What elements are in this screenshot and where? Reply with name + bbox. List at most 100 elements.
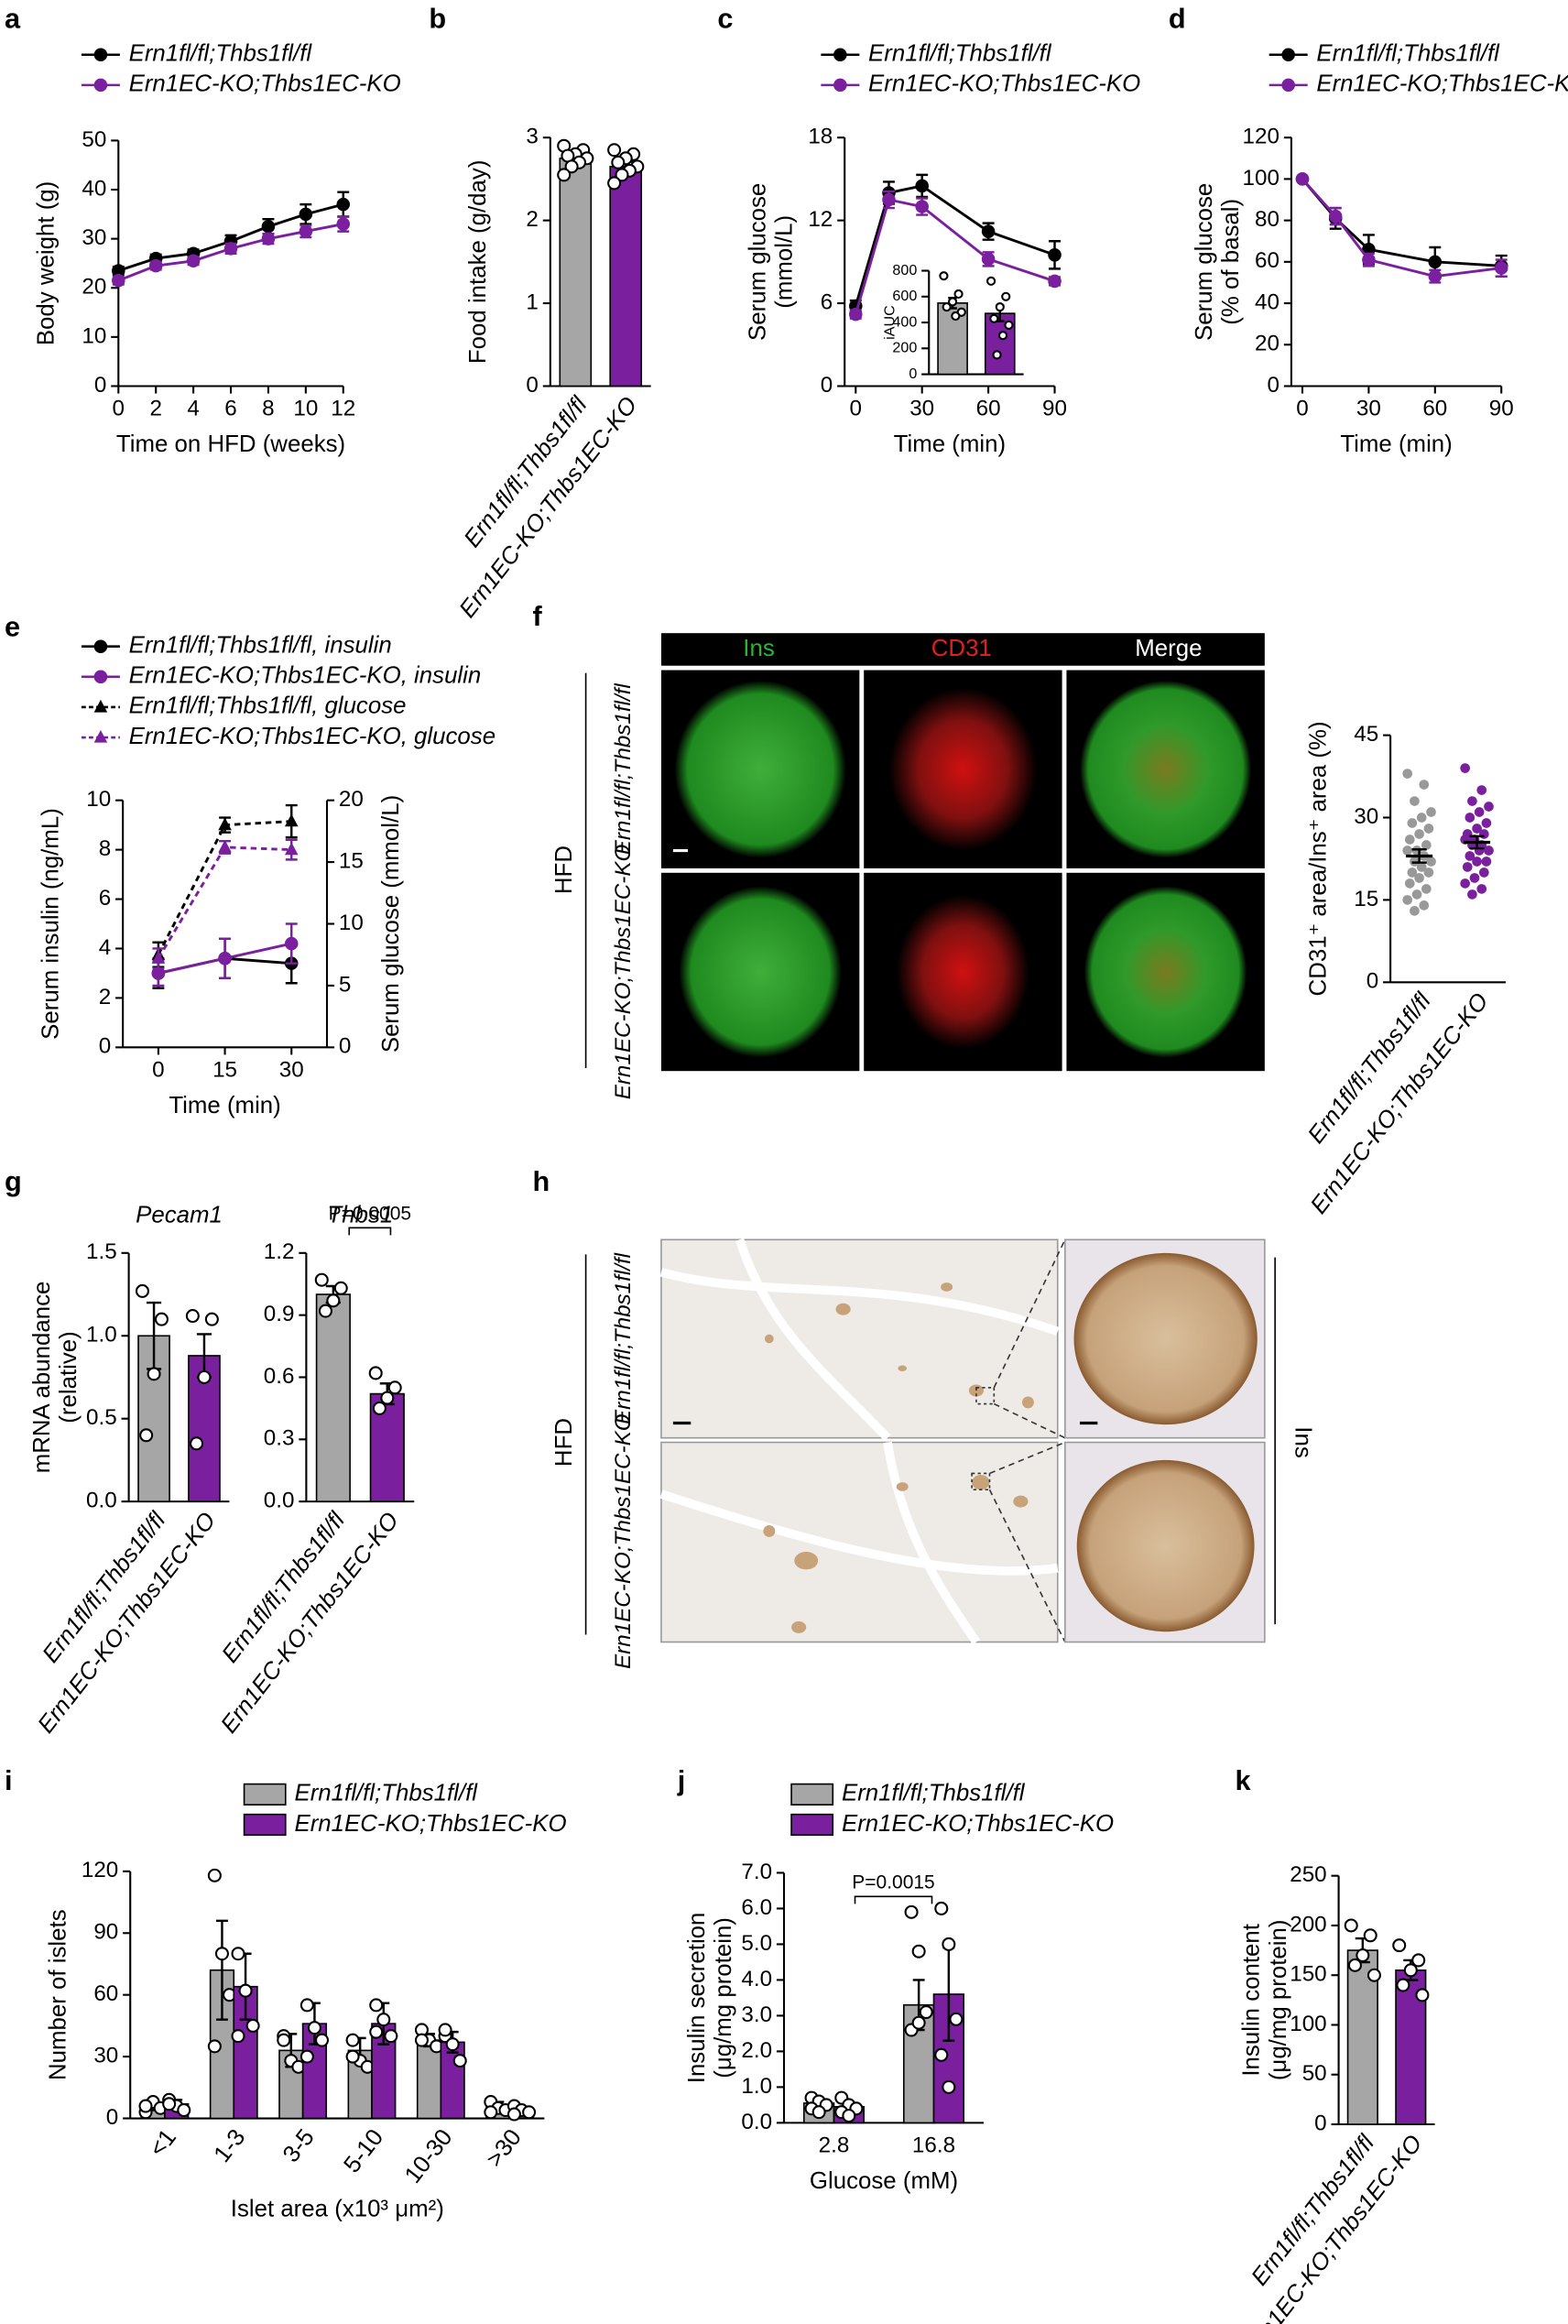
y-axis-label: Serum insulin (ng/mL) [38, 808, 63, 1040]
data-point [1392, 1938, 1407, 1953]
legend-label: Ern1fl/fl;Thbs1fl/fl [294, 1781, 478, 1806]
x-tick-label: >30 [482, 2124, 527, 2172]
data-point [245, 2018, 260, 2033]
panel-label: d [1169, 3, 1186, 35]
y-tick-label: 0.9 [264, 1302, 295, 1326]
chart-title: Thbs1 [327, 1202, 393, 1227]
data-point [1467, 796, 1477, 806]
y-tick-label: 0 [1268, 373, 1279, 398]
x-tick-label: 30 [279, 1058, 304, 1083]
marker [223, 242, 238, 256]
legend-marker [833, 48, 847, 62]
error-bar [1411, 848, 1427, 864]
data-point [1001, 291, 1011, 301]
data-point [522, 2105, 537, 2120]
data-point [611, 155, 626, 169]
x-tick-label: 30 [1356, 397, 1381, 421]
header-bar [660, 633, 1265, 666]
legend-marker [93, 639, 108, 653]
data-point [299, 1998, 314, 2013]
y-tick-label: 100 [1243, 166, 1279, 191]
y-axis-label: (mmol/L) [771, 215, 797, 309]
panel-label: c [717, 3, 733, 35]
data-point [1347, 1958, 1362, 1972]
data-point [1419, 780, 1430, 790]
islet [1083, 886, 1247, 1058]
data-point [1484, 802, 1494, 812]
x-tick-label: 8 [262, 397, 274, 421]
marker [284, 936, 299, 951]
y2-axis-label: Serum glucose (mmol/L) [378, 795, 404, 1053]
marker [218, 951, 232, 966]
marker [151, 966, 166, 980]
x-tick-label: 4 [187, 397, 199, 421]
x-axis-label: Time (min) [1340, 431, 1452, 457]
marker [299, 224, 313, 238]
data-point [1402, 895, 1413, 905]
marker [915, 200, 929, 213]
data-point [314, 1272, 329, 1287]
y-axis-label: Insulin secretion [684, 1913, 710, 2084]
y-axis-label: (μg/mg protein) [1266, 1920, 1291, 2081]
panel-label: i [5, 1764, 13, 1796]
tissue-gap [659, 1238, 1060, 1645]
data-point [997, 331, 1008, 341]
panel-label: a [5, 3, 21, 35]
x-tick-label: 2.8 [819, 2133, 850, 2158]
data-point [1402, 846, 1413, 856]
data-point [1363, 1928, 1377, 1943]
legend-swatch [790, 1783, 834, 1806]
data-point [1404, 878, 1415, 889]
zoom-box [971, 1472, 991, 1491]
y-tick-label: 1.5 [86, 1239, 117, 1264]
marker [112, 273, 125, 288]
x-axis-label: Islet area (x10³ μm²) [231, 2196, 444, 2221]
row-label: Ern1fl/fl;Thbs1fl/fl [611, 1252, 636, 1424]
x-tick-label: Ern1EC-KO;Thbs1EC-KO [1240, 2131, 1428, 2324]
zoom-line [993, 1402, 1066, 1439]
legend-marker [93, 729, 108, 743]
y-tick-label: 40 [1255, 289, 1279, 314]
row-label: Ern1fl/fl;Thbs1fl/fl [611, 683, 636, 856]
x-axis-label: Glucose (mM) [810, 2168, 958, 2194]
y-axis-label: iAUC [882, 305, 898, 340]
y-tick-label: 0 [99, 1034, 111, 1059]
annotation: P=0.0015 [852, 1871, 934, 1893]
micrograph [660, 1441, 1059, 1643]
zoom-line [993, 1238, 1066, 1389]
data-point [1419, 900, 1430, 911]
y-tick-label: 18 [808, 125, 833, 149]
data-point [1460, 878, 1470, 889]
marker [1048, 248, 1062, 262]
data-point [368, 1366, 383, 1380]
y-tick-label: 1.2 [264, 1239, 295, 1264]
data-point [138, 2099, 153, 2113]
y-tick-label: 0.6 [264, 1364, 295, 1389]
data-point [1423, 824, 1434, 834]
data-point [414, 2033, 429, 2047]
y-tick-label: 200 [1290, 1912, 1326, 1937]
data-point [989, 313, 999, 323]
y-axis-label: Food intake (g/day) [465, 160, 491, 365]
x-tick-label: 0 [850, 397, 862, 421]
data-point [1410, 906, 1420, 916]
data-point [277, 2033, 291, 2047]
data-point [1416, 862, 1427, 872]
data-point [1462, 862, 1473, 872]
marker [1295, 172, 1310, 186]
y-tick-label: 50 [82, 127, 106, 152]
x-tick-label: 3-5 [278, 2124, 320, 2167]
x-tick-label: 60 [1422, 397, 1447, 421]
data-point [333, 1281, 348, 1295]
data-point [1481, 818, 1492, 828]
y-tick-label: 3.0 [741, 2002, 772, 2027]
data-point [1481, 856, 1492, 867]
data-point [919, 2005, 933, 2020]
data-point [1414, 873, 1424, 883]
y2-tick-label: 5 [339, 972, 351, 997]
panel-label: f [532, 600, 542, 632]
y-tick-label: 6 [99, 886, 111, 911]
islet [1079, 680, 1252, 858]
marker [882, 192, 896, 207]
data-point [1404, 835, 1415, 845]
